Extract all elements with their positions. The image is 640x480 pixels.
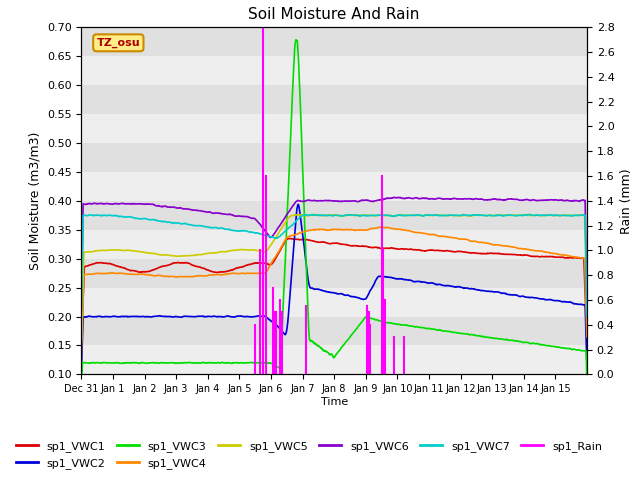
sp1_VWC2 [294,202,302,207]
sp1_VWC6 [310,197,317,203]
sp1_VWC2 [77,368,85,374]
sp1_VWC5 [309,212,317,217]
sp1_VWC6 [583,306,591,312]
sp1_VWC1 [476,251,483,256]
sp1_VWC1 [583,339,591,345]
sp1_VWC5 [569,213,577,218]
sp1_VWC5 [324,212,332,218]
sp1_VWC2 [324,289,332,295]
sp1_VWC4 [77,350,85,356]
sp1_VWC2 [103,314,111,320]
sp1_VWC5 [310,212,318,217]
Line: sp1_VWC3: sp1_VWC3 [81,40,587,397]
sp1_VWC6 [323,198,331,204]
X-axis label: Time: Time [321,397,348,407]
Bar [81,288,587,316]
sp1_VWC7 [568,213,576,218]
sp1_VWC2 [310,286,318,292]
sp1_VWC4 [310,227,317,233]
sp1_VWC3 [77,395,85,400]
Line: sp1_VWC4: sp1_VWC4 [81,227,587,353]
Bar [81,56,587,85]
sp1_VWC4 [583,334,591,340]
Line: sp1_VWC7: sp1_VWC7 [81,215,587,317]
sp1_VWC2 [476,287,483,293]
sp1_VWC3 [324,349,332,355]
Line: sp1_VWC1: sp1_VWC1 [81,239,587,346]
sp1_VWC7 [103,213,111,218]
Bar [81,346,587,374]
sp1_VWC7 [569,213,577,218]
Y-axis label: Rain (mm): Rain (mm) [620,168,633,234]
sp1_VWC7 [323,213,331,218]
Bar [81,230,587,259]
sp1_VWC1 [569,255,577,261]
Bar [81,85,587,114]
sp1_VWC3 [569,347,577,353]
sp1_VWC7 [526,212,534,217]
sp1_VWC5 [583,310,591,316]
sp1_VWC3 [476,333,483,339]
sp1_VWC3 [310,340,318,346]
sp1_VWC5 [476,212,483,218]
sp1_VWC4 [569,254,577,260]
sp1_VWC1 [310,238,318,244]
sp1_VWC3 [583,379,591,384]
sp1_VWC7 [77,314,85,320]
sp1_VWC4 [103,271,111,276]
Bar [81,27,587,56]
sp1_VWC4 [476,240,483,245]
sp1_VWC4 [568,254,576,260]
sp1_VWC5 [77,339,85,345]
sp1_VWC2 [583,361,591,367]
sp1_VWC3 [292,37,300,43]
Line: sp1_VWC5: sp1_VWC5 [81,215,587,342]
Line: sp1_VWC2: sp1_VWC2 [81,204,587,371]
Legend: sp1_VWC1, sp1_VWC2, sp1_VWC3, sp1_VWC4, sp1_VWC5, sp1_VWC6, sp1_VWC7, sp1_Rain: sp1_VWC1, sp1_VWC2, sp1_VWC3, sp1_VWC4, … [12,437,607,473]
Y-axis label: Soil Moisture (m3/m3): Soil Moisture (m3/m3) [28,132,42,270]
Bar [81,114,587,143]
sp1_VWC4 [376,224,383,230]
sp1_VWC7 [310,212,317,218]
sp1_VWC3 [568,347,576,352]
sp1_VWC1 [568,255,576,261]
sp1_VWC1 [324,240,332,246]
sp1_VWC2 [569,300,577,306]
sp1_VWC1 [103,261,111,266]
sp1_VWC6 [103,201,111,206]
Line: sp1_VWC6: sp1_VWC6 [81,197,587,310]
sp1_VWC6 [569,198,577,204]
sp1_VWC6 [568,198,576,204]
Bar [81,316,587,346]
sp1_VWC6 [476,196,483,202]
sp1_VWC6 [77,307,85,313]
sp1_VWC4 [323,228,331,233]
Bar [81,201,587,230]
sp1_VWC6 [390,194,397,200]
sp1_VWC2 [568,300,576,306]
Title: Soil Moisture And Rain: Soil Moisture And Rain [248,7,420,22]
Text: TZ_osu: TZ_osu [97,38,140,48]
sp1_VWC1 [286,236,294,241]
Bar [81,143,587,172]
sp1_VWC7 [476,212,483,218]
sp1_VWC5 [568,213,576,218]
Bar [81,259,587,288]
sp1_VWC1 [77,343,85,349]
sp1_VWC3 [103,360,111,366]
sp1_VWC7 [583,314,591,320]
Bar [81,172,587,201]
sp1_VWC5 [103,247,111,253]
